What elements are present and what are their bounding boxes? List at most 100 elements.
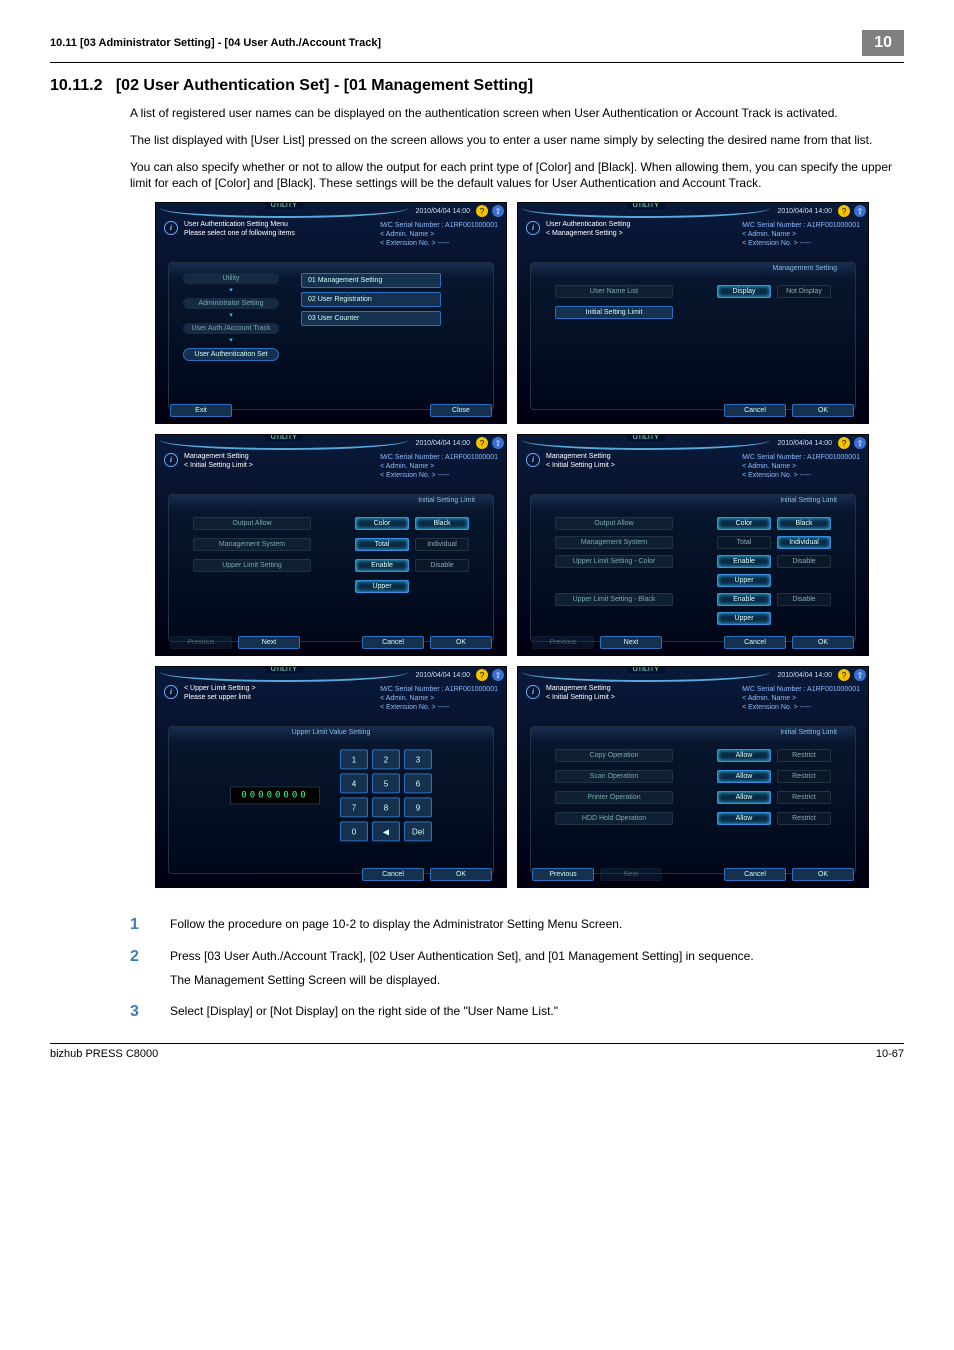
key-2[interactable]: 2	[372, 750, 400, 770]
exit-button[interactable]: Exit	[170, 404, 232, 417]
total-option[interactable]: Total	[717, 536, 771, 549]
upper-button[interactable]: Upper	[717, 574, 771, 587]
disable-option[interactable]: Disable	[415, 559, 469, 572]
black-option[interactable]: Black	[777, 517, 831, 530]
disable-option[interactable]: Disable	[777, 593, 831, 606]
key-3[interactable]: 3	[404, 750, 432, 770]
black-option[interactable]: Black	[415, 517, 469, 530]
row-label: Output Allow	[193, 517, 311, 530]
menu-item[interactable]: 03 User Counter	[301, 311, 441, 326]
help-icon[interactable]: ?	[476, 437, 488, 449]
allow-option[interactable]: Allow	[717, 749, 771, 762]
serial-label: M/C Serial Number : A1RF001000001	[742, 685, 860, 694]
step-number: 2	[130, 948, 150, 989]
key-1[interactable]: 1	[340, 750, 368, 770]
up-icon[interactable]: ⇧	[854, 437, 866, 449]
enable-option[interactable]: Enable	[717, 593, 771, 606]
screen-subtitle: < Initial Setting Limit >	[184, 462, 380, 470]
up-icon[interactable]: ⇧	[854, 205, 866, 217]
breadcrumb[interactable]: User Auth./Account Track	[183, 323, 279, 334]
breadcrumb[interactable]: Utility	[183, 273, 279, 284]
previous-button: Previous	[170, 636, 232, 649]
restrict-option[interactable]: Restrict	[777, 812, 831, 825]
row-label: HDD Hold Operation	[555, 812, 673, 825]
admin-label: < Admin. Name >	[380, 230, 498, 239]
chapter-badge: 10	[862, 30, 904, 56]
enable-option[interactable]: Enable	[355, 559, 409, 572]
paragraph: The list displayed with [User List] pres…	[130, 132, 894, 149]
restrict-option[interactable]: Restrict	[777, 791, 831, 804]
up-icon[interactable]: ⇧	[854, 669, 866, 681]
allow-option[interactable]: Allow	[717, 770, 771, 783]
help-icon[interactable]: ?	[838, 205, 850, 217]
help-icon[interactable]: ?	[476, 205, 488, 217]
ok-button[interactable]: OK	[792, 636, 854, 649]
key-8[interactable]: 8	[372, 798, 400, 818]
previous-button[interactable]: Previous	[532, 868, 594, 881]
cancel-button[interactable]: Cancel	[724, 868, 786, 881]
individual-option[interactable]: Individual	[415, 538, 469, 551]
initial-setting-button[interactable]: Initial Setting Limit	[555, 306, 673, 319]
up-icon[interactable]: ⇧	[492, 205, 504, 217]
breadcrumb[interactable]: Administrator Setting	[183, 298, 279, 309]
individual-option[interactable]: Individual	[777, 536, 831, 549]
cancel-button[interactable]: Cancel	[362, 868, 424, 881]
steps-list: 1 Follow the procedure on page 10-2 to d…	[130, 916, 894, 1021]
enable-option[interactable]: Enable	[717, 555, 771, 568]
key-back[interactable]: ◀	[372, 822, 400, 842]
restrict-option[interactable]: Restrict	[777, 749, 831, 762]
panel-title: Management Setting	[772, 265, 837, 272]
cancel-button[interactable]: Cancel	[724, 636, 786, 649]
next-button[interactable]: Next	[600, 636, 662, 649]
total-option[interactable]: Total	[355, 538, 409, 551]
up-icon[interactable]: ⇧	[492, 437, 504, 449]
screen-title: Management Setting	[184, 453, 380, 461]
step-subtext: The Management Setting Screen will be di…	[170, 972, 894, 989]
key-0[interactable]: 0	[340, 822, 368, 842]
upper-button[interactable]: Upper	[355, 580, 409, 593]
row-label: Printer Operation	[555, 791, 673, 804]
key-del[interactable]: Del	[404, 822, 432, 842]
color-option[interactable]: Color	[355, 517, 409, 530]
screen-title: User Authentication Setting Menu	[184, 221, 380, 229]
panel-title: Initial Setting Limit	[418, 497, 475, 504]
not-display-option[interactable]: Not Display	[777, 285, 831, 298]
row-label: Management System	[193, 538, 311, 551]
heading-title: [02 User Authentication Set] - [01 Manag…	[116, 77, 533, 94]
key-4[interactable]: 4	[340, 774, 368, 794]
help-icon[interactable]: ?	[476, 669, 488, 681]
key-7[interactable]: 7	[340, 798, 368, 818]
allow-option[interactable]: Allow	[717, 791, 771, 804]
screen-title: Management Setting	[546, 453, 742, 461]
color-option[interactable]: Color	[717, 517, 771, 530]
key-6[interactable]: 6	[404, 774, 432, 794]
restrict-option[interactable]: Restrict	[777, 770, 831, 783]
paragraph: A list of registered user names can be d…	[130, 105, 894, 122]
step-text: Select [Display] or [Not Display] on the…	[170, 1003, 894, 1021]
menu-item[interactable]: 01 Management Setting	[301, 273, 441, 288]
key-9[interactable]: 9	[404, 798, 432, 818]
ok-button[interactable]: OK	[792, 868, 854, 881]
display-option[interactable]: Display	[717, 285, 771, 298]
next-button[interactable]: Next	[238, 636, 300, 649]
upper-button[interactable]: Upper	[717, 612, 771, 625]
allow-option[interactable]: Allow	[717, 812, 771, 825]
breadcrumb-active[interactable]: User Authentication Set	[183, 348, 279, 361]
ok-button[interactable]: OK	[430, 636, 492, 649]
info-icon: i	[526, 221, 540, 235]
chevron-down-icon: ▾	[183, 338, 279, 344]
cancel-button[interactable]: Cancel	[362, 636, 424, 649]
close-button[interactable]: Close	[430, 404, 492, 417]
key-5[interactable]: 5	[372, 774, 400, 794]
menu-item[interactable]: 02 User Registration	[301, 292, 441, 307]
ok-button[interactable]: OK	[430, 868, 492, 881]
help-icon[interactable]: ?	[838, 669, 850, 681]
up-icon[interactable]: ⇧	[492, 669, 504, 681]
help-icon[interactable]: ?	[838, 437, 850, 449]
cancel-button[interactable]: Cancel	[724, 404, 786, 417]
ext-label: < Extension No. > -----	[742, 703, 860, 712]
divider	[50, 62, 904, 63]
ok-button[interactable]: OK	[792, 404, 854, 417]
disable-option[interactable]: Disable	[777, 555, 831, 568]
screenshot-operations: UTILITY 2010/04/04 14:00 ? ⇧ i Managemen…	[517, 666, 869, 888]
